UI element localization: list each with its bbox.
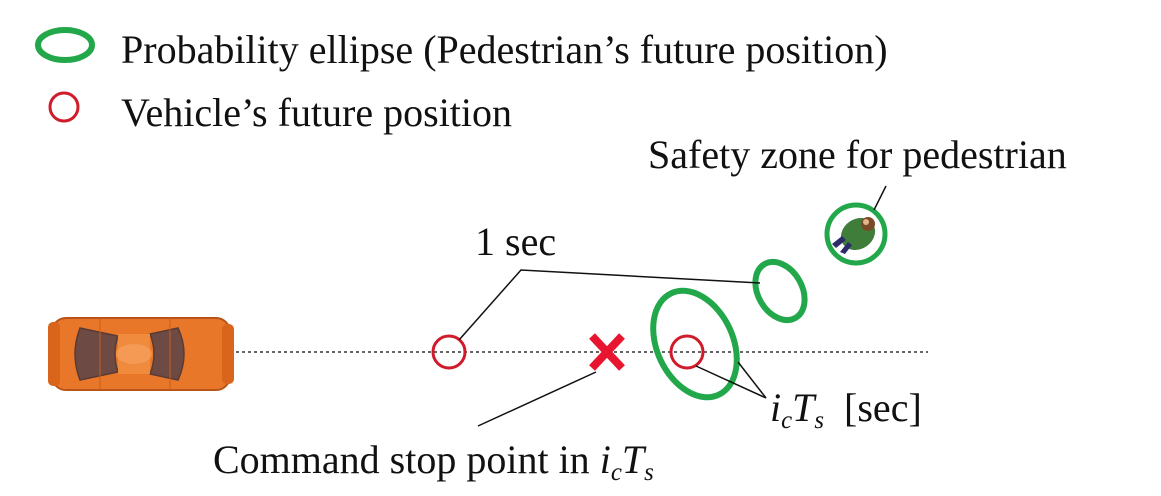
leader-lines [458, 185, 887, 427]
probability-ellipse-1sec [752, 258, 808, 324]
car-top-view-icon [48, 317, 234, 391]
command-stop-leader [477, 371, 597, 427]
ict-leader-ellipse [737, 361, 767, 399]
vehicle-position-1sec-circle [431, 334, 467, 370]
safety-zone-leader [873, 185, 887, 211]
legend-vehicle-label: Vehicle’s future position [121, 90, 513, 135]
ict-leader-circle [695, 365, 767, 399]
one-sec-leader [458, 269, 761, 341]
legend-vehicle-circle-icon [48, 91, 80, 123]
safety-zone-label: Safety zone for pedestrian [648, 132, 1067, 177]
pedestrian-top-view-icon [824, 202, 888, 266]
probability-ellipse-icts [650, 287, 740, 401]
vehicle-position-icts-circle [669, 334, 705, 370]
one-sec-label: 1 sec [475, 219, 557, 264]
legend-ellipse-label: Probability ellipse (Pedestrian’s future… [121, 27, 888, 72]
ict-sec-label: icTs [sec] [770, 385, 922, 434]
legend-ellipse-icon [35, 27, 95, 63]
command-stop-label: Command stop point in icTs [213, 437, 654, 486]
x-cross-icon [589, 333, 625, 371]
